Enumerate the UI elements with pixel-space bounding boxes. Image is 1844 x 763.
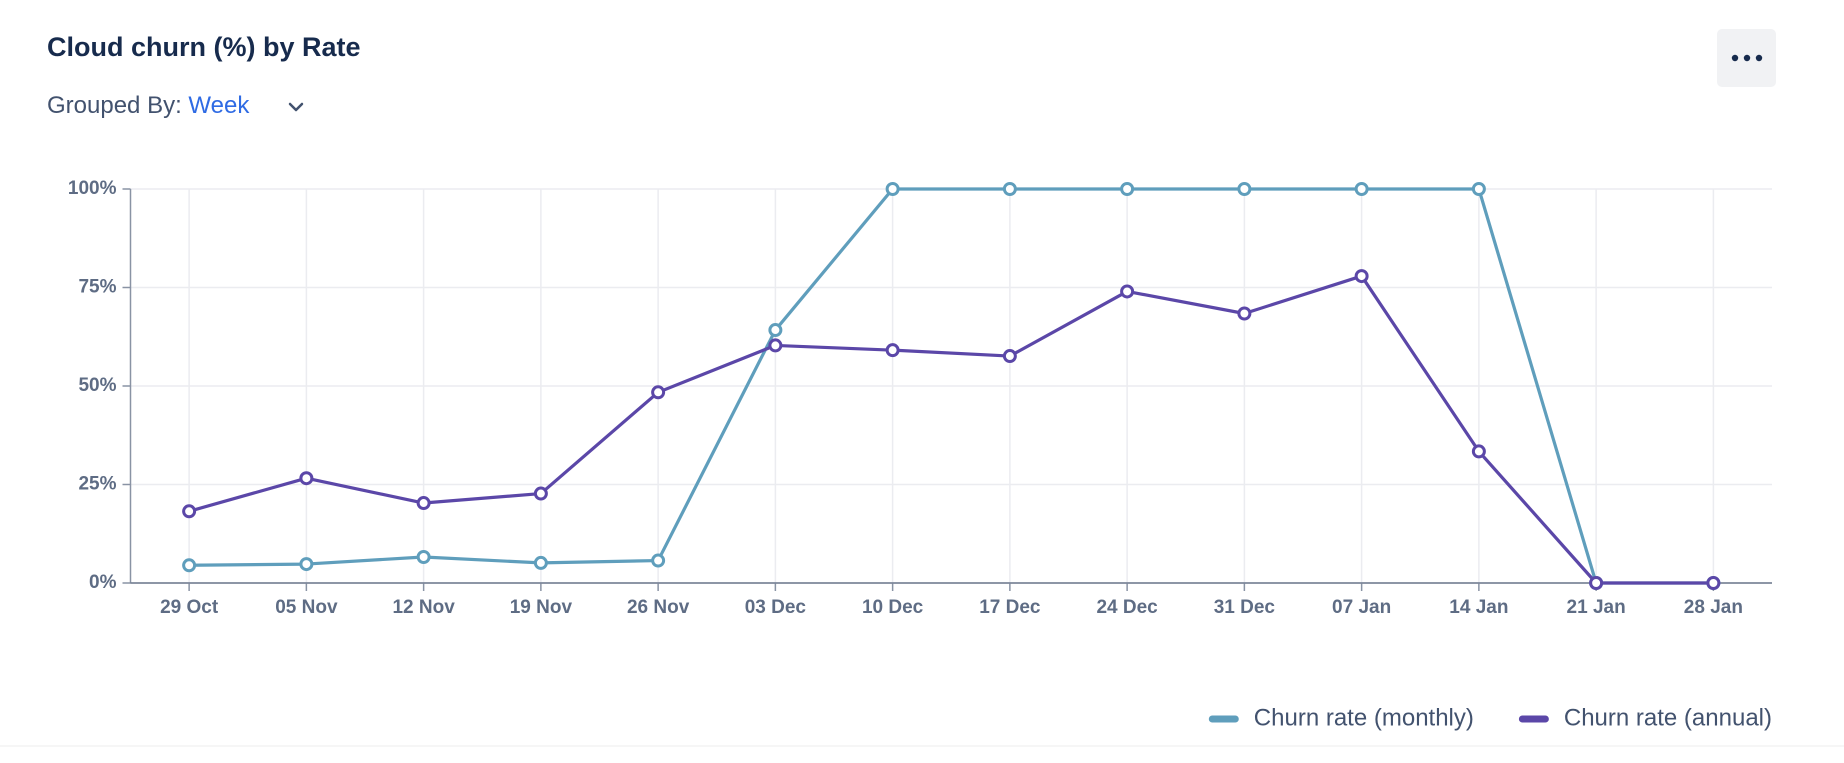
y-tick-label: 100%: [68, 178, 117, 199]
x-tick-label: 26 Nov: [627, 597, 690, 618]
data-point: [1589, 576, 1604, 590]
legend-swatch[interactable]: [1518, 715, 1549, 723]
data-point: [299, 557, 314, 572]
data-point: [768, 338, 783, 353]
y-tick-label: 0%: [89, 572, 117, 593]
data-point: [416, 496, 431, 511]
data-point: [1237, 306, 1252, 321]
data-point: [1237, 182, 1252, 196]
data-point: [533, 486, 548, 501]
x-tick-label: 31 Dec: [1214, 597, 1276, 618]
data-point: [651, 553, 666, 568]
data-point: [182, 504, 197, 519]
data-point: [651, 385, 666, 400]
data-point: [768, 323, 783, 338]
data-point: [1120, 182, 1135, 196]
data-point: [299, 471, 314, 486]
more-dot: [1743, 54, 1751, 62]
more-dot: [1755, 54, 1763, 62]
x-tick-label: 29 Oct: [160, 597, 219, 618]
data-point: [416, 549, 431, 564]
series-line: [189, 187, 1714, 585]
dropdown-chevron[interactable]: [288, 102, 304, 112]
x-tick-label: 07 Jan: [1332, 597, 1391, 618]
y-tick-label: 75%: [78, 277, 116, 298]
x-tick-label: 10 Dec: [862, 597, 924, 618]
data-point: [182, 558, 197, 573]
chart-title: Cloud churn (%) by Rate: [47, 32, 361, 62]
legend-label[interactable]: Churn rate (annual): [1564, 704, 1772, 731]
grouped-by-label: Grouped By:: [47, 92, 182, 119]
x-tick-label: 21 Jan: [1567, 597, 1626, 618]
grouped-by-value[interactable]: Week: [188, 92, 250, 119]
y-tick-label: 50%: [78, 375, 116, 396]
x-tick-label: 24 Dec: [1096, 597, 1158, 618]
data-point: [1471, 182, 1486, 196]
x-tick-label: 14 Jan: [1449, 597, 1508, 618]
x-tick-label: 03 Dec: [745, 597, 807, 618]
legend-label[interactable]: Churn rate (monthly): [1254, 704, 1474, 731]
x-tick-label: 05 Nov: [275, 597, 338, 618]
data-point: [1120, 284, 1135, 299]
legend-swatch[interactable]: [1208, 715, 1239, 723]
grouping: Grouped By: Week: [47, 92, 250, 119]
x-tick-label: 12 Nov: [392, 597, 455, 618]
data-point: [885, 182, 900, 196]
y-tick-label: 25%: [78, 474, 116, 495]
x-tick-label: 17 Dec: [979, 597, 1041, 618]
data-point: [1706, 576, 1721, 590]
data-point: [1002, 182, 1017, 196]
series-line: [188, 274, 1714, 585]
data-point: [1354, 182, 1369, 196]
data-point: [1002, 349, 1017, 364]
x-tick-label: 28 Jan: [1684, 597, 1743, 618]
more-dot: [1731, 54, 1739, 62]
data-point: [533, 555, 548, 570]
x-tick-label: 19 Nov: [510, 597, 573, 618]
data-point: [1354, 269, 1369, 284]
data-point: [885, 343, 900, 358]
data-point: [1471, 444, 1486, 459]
